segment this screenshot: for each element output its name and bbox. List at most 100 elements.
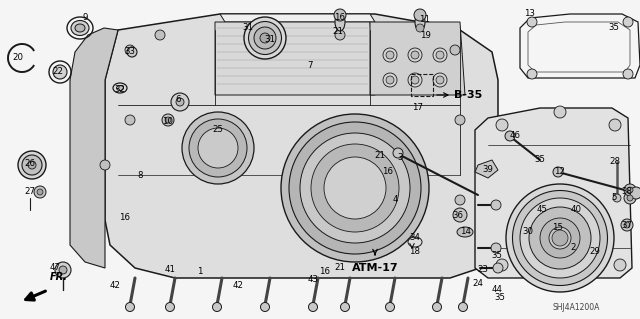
Text: 44: 44: [492, 286, 502, 294]
Text: 37: 37: [621, 220, 632, 229]
Text: 46: 46: [509, 130, 520, 139]
Circle shape: [554, 272, 566, 284]
Text: 42: 42: [109, 280, 120, 290]
Circle shape: [621, 219, 633, 231]
Text: 30: 30: [522, 227, 534, 236]
Text: 47: 47: [49, 263, 61, 272]
Text: 19: 19: [420, 31, 431, 40]
Circle shape: [491, 200, 501, 210]
Ellipse shape: [171, 93, 189, 111]
Circle shape: [527, 17, 537, 27]
Polygon shape: [70, 28, 118, 268]
Text: 21: 21: [335, 263, 346, 272]
Ellipse shape: [22, 155, 42, 175]
Circle shape: [491, 243, 501, 253]
Circle shape: [125, 115, 135, 125]
Text: 17: 17: [413, 103, 424, 113]
Text: 13: 13: [525, 10, 536, 19]
Polygon shape: [475, 108, 632, 278]
Ellipse shape: [540, 218, 580, 258]
Text: 3: 3: [397, 153, 403, 162]
Circle shape: [414, 9, 426, 21]
Text: 22: 22: [52, 68, 63, 77]
Text: ATM-17: ATM-17: [352, 263, 398, 273]
Circle shape: [623, 69, 633, 79]
Text: 29: 29: [589, 248, 600, 256]
Circle shape: [340, 302, 349, 311]
Text: 35: 35: [609, 24, 620, 33]
Ellipse shape: [18, 151, 46, 179]
Circle shape: [630, 187, 640, 199]
Text: 38: 38: [621, 188, 632, 197]
Ellipse shape: [513, 190, 607, 286]
Text: 33: 33: [125, 48, 136, 56]
Ellipse shape: [182, 112, 254, 184]
Circle shape: [458, 302, 467, 311]
Ellipse shape: [260, 33, 270, 43]
Ellipse shape: [436, 76, 444, 84]
Ellipse shape: [411, 51, 419, 59]
Circle shape: [450, 45, 460, 55]
Text: 24: 24: [472, 278, 483, 287]
Circle shape: [37, 189, 43, 195]
Text: 31: 31: [243, 24, 253, 33]
Circle shape: [127, 47, 137, 57]
Circle shape: [334, 9, 346, 21]
Text: 16: 16: [319, 268, 330, 277]
Circle shape: [308, 302, 317, 311]
Circle shape: [614, 259, 626, 271]
Ellipse shape: [244, 17, 286, 59]
Ellipse shape: [116, 85, 124, 91]
Text: SHJ4A1200A: SHJ4A1200A: [552, 302, 600, 311]
Text: 34: 34: [410, 234, 420, 242]
Circle shape: [125, 45, 135, 55]
Text: 7: 7: [307, 61, 313, 70]
Text: 41: 41: [164, 265, 175, 275]
Ellipse shape: [383, 48, 397, 62]
Circle shape: [212, 302, 221, 311]
Circle shape: [125, 302, 134, 311]
Circle shape: [627, 195, 633, 201]
Ellipse shape: [386, 51, 394, 59]
Ellipse shape: [411, 76, 419, 84]
Text: 35: 35: [534, 155, 545, 165]
Text: 1: 1: [197, 268, 203, 277]
Text: 11: 11: [419, 16, 431, 25]
Text: 16: 16: [383, 167, 394, 176]
Ellipse shape: [289, 122, 421, 254]
Circle shape: [624, 184, 636, 196]
Text: 25: 25: [212, 125, 223, 135]
Text: 9: 9: [83, 13, 88, 23]
Text: 39: 39: [483, 166, 493, 174]
Text: 8: 8: [137, 170, 143, 180]
Ellipse shape: [248, 21, 282, 55]
Circle shape: [496, 259, 508, 271]
Ellipse shape: [386, 76, 394, 84]
Circle shape: [166, 302, 175, 311]
Text: 18: 18: [410, 248, 420, 256]
Ellipse shape: [436, 51, 444, 59]
Circle shape: [385, 302, 394, 311]
Circle shape: [496, 119, 508, 131]
Ellipse shape: [415, 13, 425, 31]
Ellipse shape: [529, 207, 591, 269]
Polygon shape: [215, 22, 375, 95]
Circle shape: [493, 263, 503, 273]
Ellipse shape: [520, 198, 600, 278]
Polygon shape: [370, 22, 465, 95]
Text: 32: 32: [115, 85, 125, 94]
Ellipse shape: [281, 114, 429, 262]
Circle shape: [554, 106, 566, 118]
Ellipse shape: [28, 161, 36, 169]
Ellipse shape: [433, 48, 447, 62]
Circle shape: [55, 262, 71, 278]
Ellipse shape: [300, 133, 410, 243]
Text: 20: 20: [13, 54, 24, 63]
Ellipse shape: [408, 73, 422, 87]
Ellipse shape: [53, 65, 67, 79]
Text: 12: 12: [554, 167, 566, 176]
Polygon shape: [105, 14, 498, 278]
Text: 45: 45: [536, 205, 547, 214]
Text: 42: 42: [232, 280, 243, 290]
Circle shape: [624, 192, 636, 204]
